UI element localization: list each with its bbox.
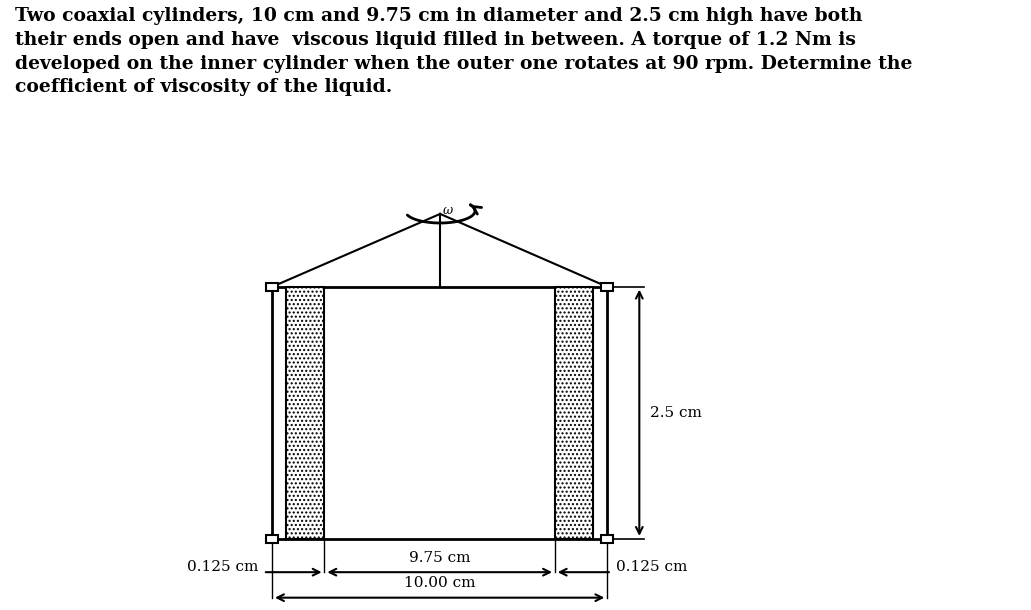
Bar <box>555 287 594 539</box>
Bar <box>272 287 607 539</box>
Text: ω: ω <box>442 204 453 217</box>
Text: Two coaxial cylinders, 10 cm and 9.75 cm in diameter and 2.5 cm high have both
t: Two coaxial cylinders, 10 cm and 9.75 cm… <box>15 7 912 96</box>
Bar <box>286 287 325 539</box>
Text: 0.125 cm: 0.125 cm <box>187 561 259 575</box>
Bar <box>266 283 278 291</box>
Text: 9.75 cm: 9.75 cm <box>409 551 470 565</box>
Text: 0.125 cm: 0.125 cm <box>617 561 688 575</box>
Bar <box>601 535 613 543</box>
Bar <box>266 535 278 543</box>
Bar <box>601 283 613 291</box>
Text: 10.00 cm: 10.00 cm <box>404 576 475 590</box>
Text: 2.5 cm: 2.5 cm <box>651 406 702 420</box>
